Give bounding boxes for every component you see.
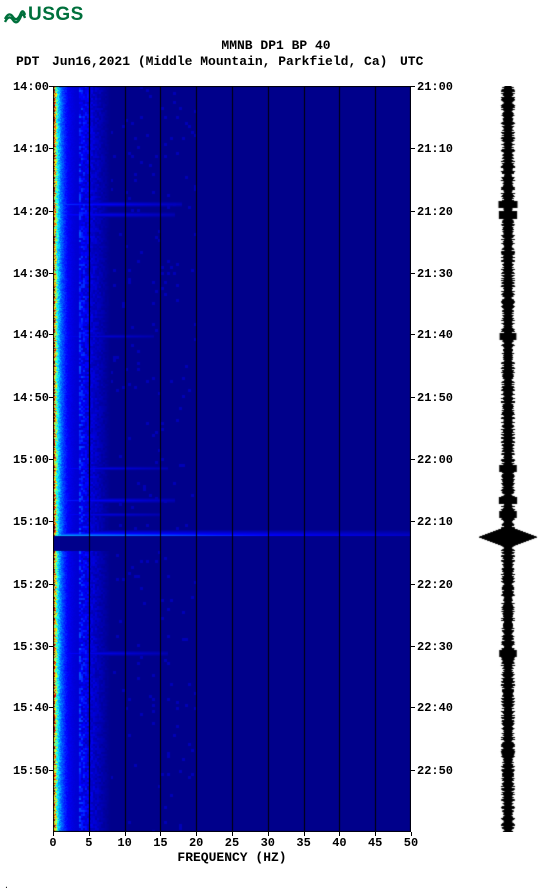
ytick-right: 21:00 <box>417 80 453 94</box>
ytick-left: 15:00 <box>7 453 49 467</box>
ytick-right: 21:10 <box>417 142 453 156</box>
ytick-right: 22:40 <box>417 701 453 715</box>
x-axis-label: FREQUENCY (HZ) <box>53 850 411 865</box>
ytick-left: 14:40 <box>7 328 49 342</box>
xtick: 15 <box>153 836 167 850</box>
ytick-left: 15:40 <box>7 701 49 715</box>
xtick: 10 <box>117 836 131 850</box>
ytick-right: 21:20 <box>417 205 453 219</box>
xtick: 20 <box>189 836 203 850</box>
xtick: 45 <box>368 836 382 850</box>
ytick-left: 14:00 <box>7 80 49 94</box>
ytick-right: 21:40 <box>417 328 453 342</box>
xtick: 25 <box>225 836 239 850</box>
ytick-right: 21:50 <box>417 391 453 405</box>
usgs-logo: USGS <box>4 4 84 26</box>
ytick-left: 14:50 <box>7 391 49 405</box>
ytick-right: 22:20 <box>417 578 453 592</box>
ytick-right: 22:50 <box>417 764 453 778</box>
ytick-left: 15:10 <box>7 515 49 529</box>
waveform-plot <box>478 86 538 832</box>
xtick: 5 <box>85 836 92 850</box>
right-tz-label: UTC <box>400 54 423 69</box>
xtick: 50 <box>404 836 418 850</box>
ytick-left: 14:30 <box>7 267 49 281</box>
ytick-left: 15:50 <box>7 764 49 778</box>
ytick-left: 15:20 <box>7 578 49 592</box>
xtick: 40 <box>332 836 346 850</box>
ytick-left: 14:10 <box>7 142 49 156</box>
ytick-right: 22:00 <box>417 453 453 467</box>
xtick: 35 <box>296 836 310 850</box>
spectrogram-plot <box>53 86 411 832</box>
ytick-left: 14:20 <box>7 205 49 219</box>
footnote: . <box>4 882 9 891</box>
xtick: 0 <box>49 836 56 850</box>
ytick-right: 21:30 <box>417 267 453 281</box>
xtick: 30 <box>261 836 275 850</box>
usgs-logo-text: USGS <box>28 4 84 26</box>
ytick-left: 15:30 <box>7 640 49 654</box>
ytick-right: 22:10 <box>417 515 453 529</box>
chart-title: MMNB DP1 BP 40 <box>0 38 552 53</box>
date-location: Jun16,2021 (Middle Mountain, Parkfield, … <box>52 54 387 69</box>
left-tz-label: PDT <box>16 54 39 69</box>
usgs-wave-icon <box>4 5 26 25</box>
ytick-right: 22:30 <box>417 640 453 654</box>
